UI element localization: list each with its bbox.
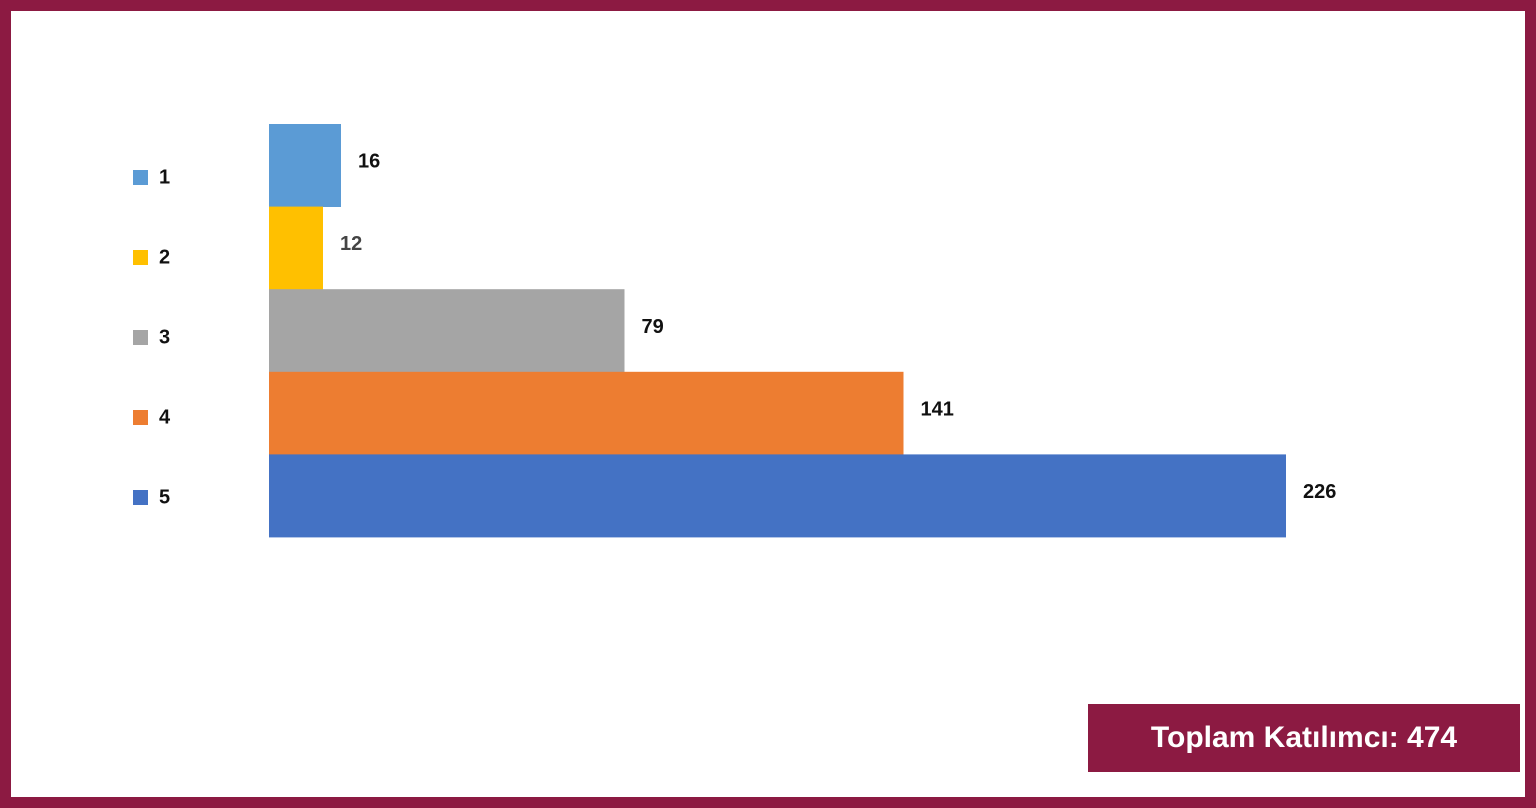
total-participants-label: Toplam Katılımcı: 474 [1150,721,1458,754]
legend-swatch-5 [133,490,148,505]
legend-swatch-4 [133,410,148,425]
bar-1 [269,124,341,207]
bar-3 [269,289,625,373]
total-participants-badge: Toplam Katılımcı: 474 [1088,704,1520,772]
legend-swatch-2 [133,250,148,265]
legend-swatch-3 [133,330,148,345]
data-label-5: 226 [1303,481,1336,503]
legend-label-3: 3 [159,326,170,348]
bar-2 [269,206,323,290]
bar-4 [269,371,904,455]
data-labels-group: 16 12 79 141 226 [340,151,1336,503]
legend: 1 2 3 4 5 [133,166,171,508]
legend-label-5: 5 [159,486,170,508]
legend-label-1: 1 [159,166,170,188]
data-label-2: 12 [340,233,362,255]
legend-label-2: 2 [159,246,170,268]
legend-swatch-1 [133,170,148,185]
bar-5 [269,454,1286,538]
data-label-3: 79 [642,316,664,338]
data-label-4: 141 [921,398,954,420]
data-label-1: 16 [358,151,380,173]
bars-group [269,124,1286,538]
legend-label-4: 4 [159,406,171,428]
